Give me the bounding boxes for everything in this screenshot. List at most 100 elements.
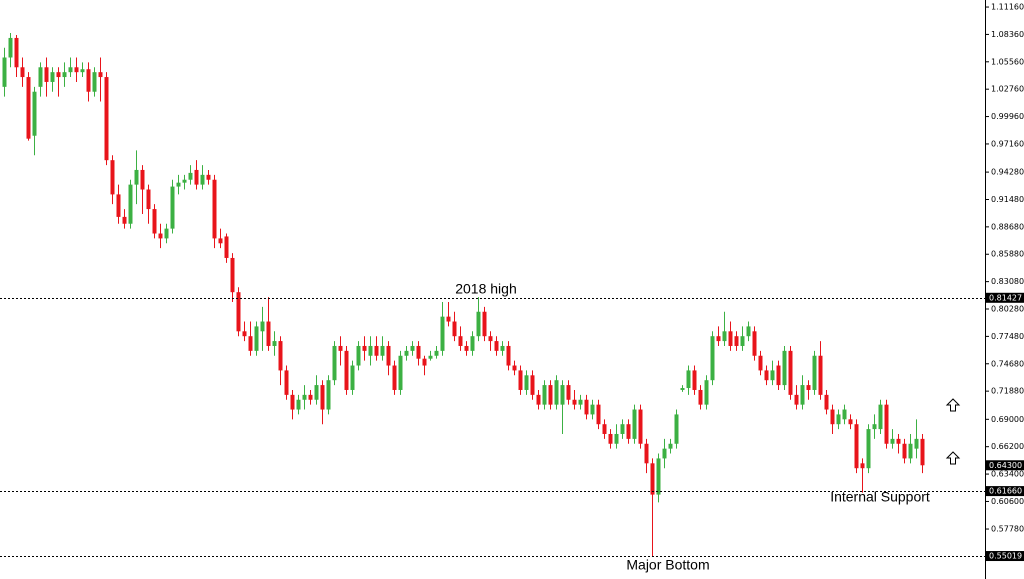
y-tick-label: 0.57780 (991, 525, 1024, 534)
y-tick-label: 0.97160 (991, 139, 1024, 148)
candle-body (32, 91, 37, 136)
candle-body (434, 350, 439, 356)
candle-body (482, 311, 487, 337)
candle-body (92, 72, 97, 92)
candle-body (230, 257, 235, 293)
candle-body (260, 321, 265, 332)
candle-body (452, 321, 457, 337)
candle-body (746, 326, 751, 337)
candle-body (878, 404, 883, 430)
candle-body (890, 438, 895, 444)
level-box (986, 292, 1024, 303)
candle-body (410, 345, 415, 351)
candle-body (668, 443, 673, 449)
arrow-icon (945, 398, 961, 465)
candle-body (350, 365, 355, 390)
candle-body (728, 331, 733, 346)
candle-body (674, 414, 679, 444)
candle-body (884, 404, 889, 444)
candle-body (500, 345, 505, 351)
candle-body (536, 394, 541, 405)
candle-body (302, 394, 307, 400)
candle-body (296, 399, 301, 410)
level-box (986, 551, 1024, 562)
candle-body (614, 433, 619, 444)
candle-body (50, 72, 55, 82)
candle-body (572, 399, 577, 405)
candle-body (320, 385, 325, 410)
candle-body (566, 385, 571, 400)
candle-body (488, 336, 493, 342)
candle-body (464, 345, 469, 351)
candle-body (602, 424, 607, 434)
candle-body (326, 380, 331, 410)
candle-body (272, 341, 277, 346)
candle-body (62, 72, 67, 78)
candle-body (332, 345, 337, 381)
candle-body (44, 67, 49, 82)
candle-body (242, 331, 247, 337)
candle-body (734, 336, 739, 346)
candle-body (152, 209, 157, 234)
candle-body (170, 186, 175, 229)
candle-body (860, 463, 865, 469)
candle-body (2, 57, 7, 87)
candle-body (776, 365, 781, 386)
level-box (986, 486, 1024, 497)
candle-body (398, 355, 403, 390)
candle-body (506, 345, 511, 366)
candle-body (344, 350, 349, 390)
candle-body (590, 404, 595, 415)
candle-body (638, 409, 643, 444)
candle-body (716, 336, 721, 342)
candle-body (374, 345, 379, 356)
candle-body (146, 189, 151, 210)
y-tick-label: 0.94280 (991, 168, 1024, 177)
candle-body (914, 438, 919, 449)
candle-body (440, 316, 445, 351)
candle-body (836, 414, 841, 425)
candle-body (68, 67, 73, 73)
candle-body (518, 370, 523, 390)
candle-body (80, 69, 85, 73)
candle-body (692, 370, 697, 390)
candle-body (680, 388, 685, 390)
candle-body (800, 385, 805, 405)
candle-body (698, 389, 703, 405)
candle-body (314, 385, 319, 400)
y-tick-label: 0.85880 (991, 250, 1024, 259)
candle-body (632, 409, 637, 439)
candle-body (596, 404, 601, 425)
candle-body (380, 345, 385, 356)
candle-body (212, 179, 217, 239)
candle-body (896, 438, 901, 444)
y-tick-label: 0.74680 (991, 359, 1024, 368)
candle-body (620, 424, 625, 434)
candle-body (236, 292, 241, 332)
candle-body (584, 399, 589, 415)
candle-body (524, 375, 529, 390)
candle-body (908, 443, 913, 459)
candle-body (644, 443, 649, 464)
y-tick-label: 0.99960 (991, 112, 1024, 121)
candle-body (470, 336, 475, 351)
candle-body (560, 385, 565, 405)
candle-body (872, 424, 877, 430)
candle-body (26, 77, 31, 139)
price-box (986, 460, 1024, 471)
annotation: Internal Support (830, 489, 930, 505)
candle-body (512, 365, 517, 371)
candle-body (758, 355, 763, 371)
candle-body (200, 174, 205, 185)
annotation: 2018 high (455, 281, 517, 297)
level-label: 0.81427 (989, 293, 1022, 302)
y-tick-label: 0.63400 (991, 470, 1024, 479)
y-tick-label: 1.08360 (991, 30, 1024, 39)
candle-body (110, 160, 115, 195)
candle-body (704, 380, 709, 405)
candle-body (116, 194, 121, 217)
candle-body (866, 429, 871, 469)
candle-body (140, 169, 145, 190)
candle-body (554, 380, 559, 405)
y-tick-label: 0.83080 (991, 277, 1024, 286)
